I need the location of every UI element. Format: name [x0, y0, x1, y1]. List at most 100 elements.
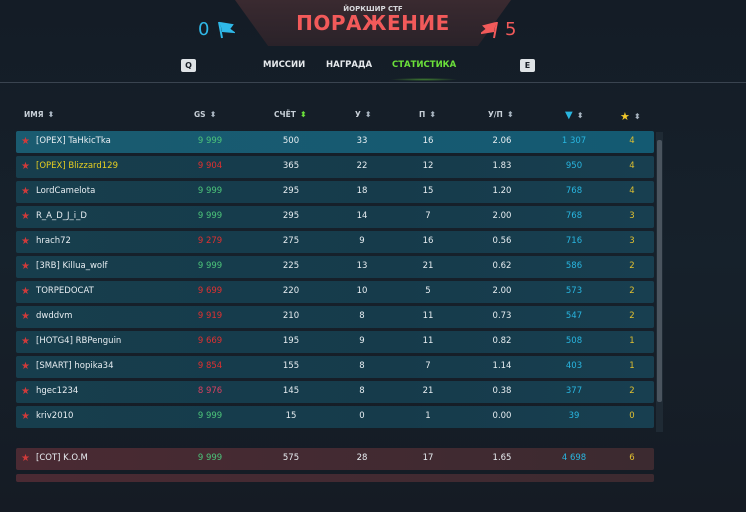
player-kd: 0.73: [492, 311, 512, 321]
player-crystals: 586: [565, 261, 583, 271]
player-score: 220: [282, 286, 300, 296]
player-stars: 0: [629, 411, 635, 421]
player-name: R_A_D_J_i_D: [36, 211, 87, 221]
player-kills: 18: [356, 186, 368, 196]
player-stars: 1: [629, 361, 635, 371]
player-score: 575: [282, 453, 300, 463]
player-gs: 8 976: [197, 386, 223, 396]
tab-missions[interactable]: МИССИИ: [263, 60, 306, 70]
player-row-partial[interactable]: [16, 474, 654, 482]
player-row[interactable]: ★ TORPEDOCAT 9 699 220 10 5 2.00 573 2: [16, 281, 654, 303]
player-gs: 9 999: [197, 411, 223, 421]
player-crystals: 716: [565, 236, 583, 246]
player-deaths: 12: [422, 161, 434, 171]
column-crystals[interactable]: ▼ ⬍: [565, 110, 583, 121]
player-deaths: 21: [422, 261, 434, 271]
rank-icon: ★: [21, 236, 30, 247]
player-score: 295: [282, 211, 300, 221]
player-name: [HOTG4] RBPenguin: [36, 336, 122, 346]
player-row[interactable]: ★ [HOTG4] RBPenguin 9 669 195 9 11 0.82 508 1: [16, 331, 654, 353]
player-row[interactable]: ★ hgec1234 8 976 145 8 21 0.38 377 2: [16, 381, 654, 403]
player-kd: 2.00: [492, 211, 512, 221]
column-label: У/П: [488, 110, 503, 119]
player-kills: 8: [359, 311, 365, 321]
player-kd: 2.06: [492, 136, 512, 146]
player-row[interactable]: ★ kriv2010 9 999 15 0 1 0.00 39 0: [16, 406, 654, 428]
player-row[interactable]: ★ hrach72 9 279 275 9 16 0.56 716 3: [16, 231, 654, 253]
player-deaths: 16: [422, 236, 434, 246]
player-name: [COT] K.O.M: [36, 453, 88, 463]
player-row[interactable]: ★ [COT] K.O.M 9 999 575 28 17 1.65 4 698 6: [16, 448, 654, 470]
player-name: [SMART] hopika34: [36, 361, 114, 371]
player-gs: 9 904: [197, 161, 223, 171]
player-crystals: 768: [565, 186, 583, 196]
player-score: 225: [282, 261, 300, 271]
player-stars: 1: [629, 336, 635, 346]
player-crystals: 4 698: [561, 453, 587, 463]
player-kd: 0.00: [492, 411, 512, 421]
sort-icon: ⬍: [209, 109, 217, 119]
player-row[interactable]: ★ [OPEX] Blizzard129 9 904 365 22 12 1.83 950 4: [16, 156, 654, 178]
rank-icon: ★: [21, 286, 30, 297]
header-panel: [235, 0, 511, 46]
sort-icon: ⬍: [429, 109, 436, 119]
column-kd[interactable]: У/П ⬍: [488, 110, 514, 119]
column-stars[interactable]: ★ ⬍: [620, 110, 641, 123]
player-gs: 9 669: [197, 336, 223, 346]
red-score: 5: [505, 19, 517, 40]
player-stars: 3: [629, 211, 635, 221]
player-name: [OPEX] Blizzard129: [36, 161, 118, 171]
player-crystals: 1 307: [561, 136, 587, 146]
rank-icon: ★: [21, 136, 30, 147]
next-tab-key[interactable]: E: [520, 59, 535, 72]
player-row[interactable]: ★ [3RB] Killua_wolf 9 999 225 13 21 0.62 586 2: [16, 256, 654, 278]
player-crystals: 508: [565, 336, 583, 346]
player-kills: 13: [356, 261, 368, 271]
star-icon: ★: [620, 110, 630, 123]
player-kills: 0: [359, 411, 365, 421]
player-row[interactable]: ★ R_A_D_J_i_D 9 999 295 14 7 2.00 768 3: [16, 206, 654, 228]
player-score: 195: [282, 336, 300, 346]
column-kills[interactable]: У ⬍: [355, 110, 372, 119]
player-deaths: 16: [422, 136, 434, 146]
player-kd: 0.38: [492, 386, 512, 396]
player-name: hrach72: [36, 236, 71, 246]
player-deaths: 1: [425, 411, 431, 421]
player-deaths: 5: [425, 286, 431, 296]
tab-statistics[interactable]: СТАТИСТИКА: [392, 60, 457, 70]
rank-icon: ★: [21, 361, 30, 372]
sort-icon: ⬍: [506, 109, 514, 119]
player-score: 275: [282, 236, 300, 246]
player-crystals: 547: [565, 311, 583, 321]
player-row[interactable]: ★ LordCamelota 9 999 295 18 15 1.20 768 4: [16, 181, 654, 203]
player-kills: 14: [356, 211, 368, 221]
player-deaths: 7: [425, 211, 431, 221]
player-kills: 22: [356, 161, 368, 171]
scrollbar-thumb[interactable]: [657, 140, 662, 402]
player-deaths: 11: [422, 336, 434, 346]
rank-icon: ★: [21, 386, 30, 397]
player-name: [OPEX] TaHkicTka: [36, 136, 111, 146]
player-row[interactable]: ★ [OPEX] TaHkicTka 9 999 500 33 16 2.06 1 307 4: [16, 131, 654, 153]
player-name: [3RB] Killua_wolf: [36, 261, 108, 271]
player-gs: 9 999: [197, 211, 223, 221]
active-tab-indicator: [390, 78, 458, 81]
player-deaths: 15: [422, 186, 434, 196]
player-crystals: 39: [568, 411, 580, 421]
player-kills: 9: [359, 336, 365, 346]
tab-reward[interactable]: НАГРАДА: [326, 60, 373, 70]
player-kd: 2.00: [492, 286, 512, 296]
rank-icon: ★: [21, 161, 30, 172]
map-mode: ЙОРКШИР CTF: [343, 5, 403, 13]
column-name[interactable]: ИМЯ ⬍: [24, 110, 54, 119]
column-gs[interactable]: GS ⬍: [194, 110, 216, 119]
player-name: kriv2010: [36, 411, 74, 421]
column-deaths[interactable]: П ⬍: [419, 110, 436, 119]
prev-tab-key[interactable]: Q: [181, 59, 196, 72]
player-name: LordCamelota: [36, 186, 96, 196]
column-score[interactable]: СЧЁТ ⬍: [274, 110, 307, 119]
player-row[interactable]: ★ [SMART] hopika34 9 854 155 8 7 1.14 403 1: [16, 356, 654, 378]
player-stars: 2: [629, 386, 635, 396]
player-row[interactable]: ★ dwddvm 9 919 210 8 11 0.73 547 2: [16, 306, 654, 328]
crystal-icon: ▼: [565, 110, 573, 121]
